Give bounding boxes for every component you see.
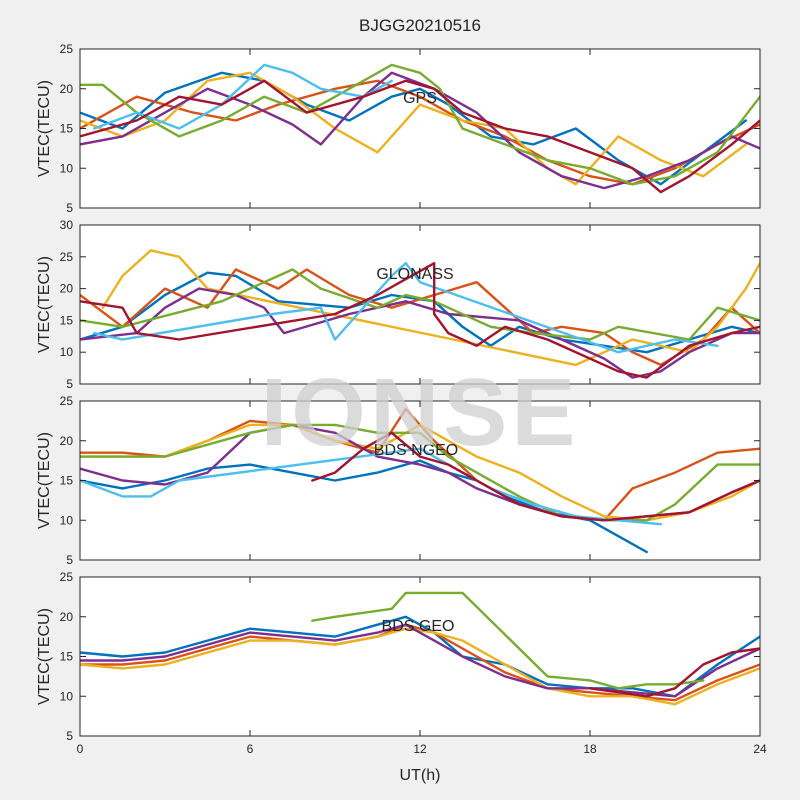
y-tick-label: 20 <box>60 434 74 448</box>
y-tick-label: 25 <box>60 250 74 264</box>
panel-label: GPS <box>403 90 437 107</box>
series-line-4 <box>80 268 760 341</box>
y-tick-label: 10 <box>60 689 74 703</box>
y-tick-label: 25 <box>60 394 74 408</box>
y-tick-label: 5 <box>66 377 73 391</box>
series-line-3 <box>80 287 760 379</box>
series-line-5 <box>588 647 760 698</box>
series-line-1 <box>80 79 760 186</box>
y-tick-label: 20 <box>60 82 74 96</box>
x-tick-label: 18 <box>583 742 597 756</box>
y-tick-label: 30 <box>60 218 74 232</box>
y-tick-label: 10 <box>60 345 74 359</box>
y-tick-label: 5 <box>66 729 73 743</box>
series-line-5 <box>93 63 393 130</box>
series-line-5 <box>93 262 719 354</box>
y-tick-label: 15 <box>60 122 74 136</box>
y-axis-label: VTEC(TECU) <box>36 256 53 353</box>
x-tick-label: 24 <box>753 742 767 756</box>
series-line-4 <box>311 591 705 690</box>
series-line-4 <box>80 63 760 186</box>
panel-3: 5 10 15 20 25 0 6 12 18 24 VTEC(TECU) BDS GEO <box>36 570 767 756</box>
series-line-3 <box>80 623 760 698</box>
y-tick-label: 25 <box>60 570 74 584</box>
y-tick-label: 15 <box>60 313 74 327</box>
panels: 5 10 15 20 25 VTEC(TECU) GPS 5 10 15 20 25 30 VTEC(TE… <box>36 42 767 756</box>
y-tick-label: 5 <box>66 201 73 215</box>
y-tick-label: 10 <box>60 513 74 527</box>
series-line-0 <box>80 615 760 698</box>
series-group <box>80 63 760 194</box>
panel-0: 5 10 15 20 25 VTEC(TECU) GPS <box>36 42 761 215</box>
series-line-2 <box>80 71 747 186</box>
series-line-2 <box>101 249 760 367</box>
x-tick-label: 12 <box>413 742 427 756</box>
panel-label: BDS GEO <box>382 618 455 635</box>
x-tick-label: 0 <box>77 742 84 756</box>
y-tick-label: 15 <box>60 650 74 664</box>
series-group <box>80 407 760 554</box>
y-axis-label: VTEC(TECU) <box>36 432 53 529</box>
watermark: IONSE <box>261 359 580 466</box>
y-tick-label: 15 <box>60 474 74 488</box>
y-axis-label: VTEC(TECU) <box>36 608 53 705</box>
plot-area <box>80 401 760 560</box>
series-group <box>80 591 760 706</box>
panel-label: BDS NGEO <box>374 442 458 459</box>
series-line-2 <box>80 627 760 706</box>
y-tick-label: 20 <box>60 282 74 296</box>
series-line-2 <box>80 423 760 522</box>
series-line-6 <box>80 79 760 194</box>
series-group <box>80 249 760 379</box>
figure-title: BJGG20210516 <box>359 16 481 35</box>
y-tick-label: 25 <box>60 42 74 56</box>
panel-2: 5 10 15 20 25 VTEC(TECU) BDS NGEO <box>36 394 761 567</box>
series-line-3 <box>80 71 760 190</box>
series-line-6 <box>80 262 760 379</box>
y-tick-label: 10 <box>60 161 74 175</box>
panel-label: GLONASS <box>376 266 453 283</box>
y-tick-label: 20 <box>60 610 74 624</box>
y-tick-label: 5 <box>66 553 73 567</box>
y-axis-label: VTEC(TECU) <box>36 80 53 177</box>
series-line-4 <box>80 423 760 522</box>
series-line-1 <box>80 268 760 367</box>
series-line-6 <box>311 431 760 522</box>
panel-1: 5 10 15 20 25 30 VTEC(TECU) GLONASS <box>36 218 761 391</box>
x-axis-label: UT(h) <box>400 767 441 784</box>
x-tick-label: 6 <box>247 742 254 756</box>
